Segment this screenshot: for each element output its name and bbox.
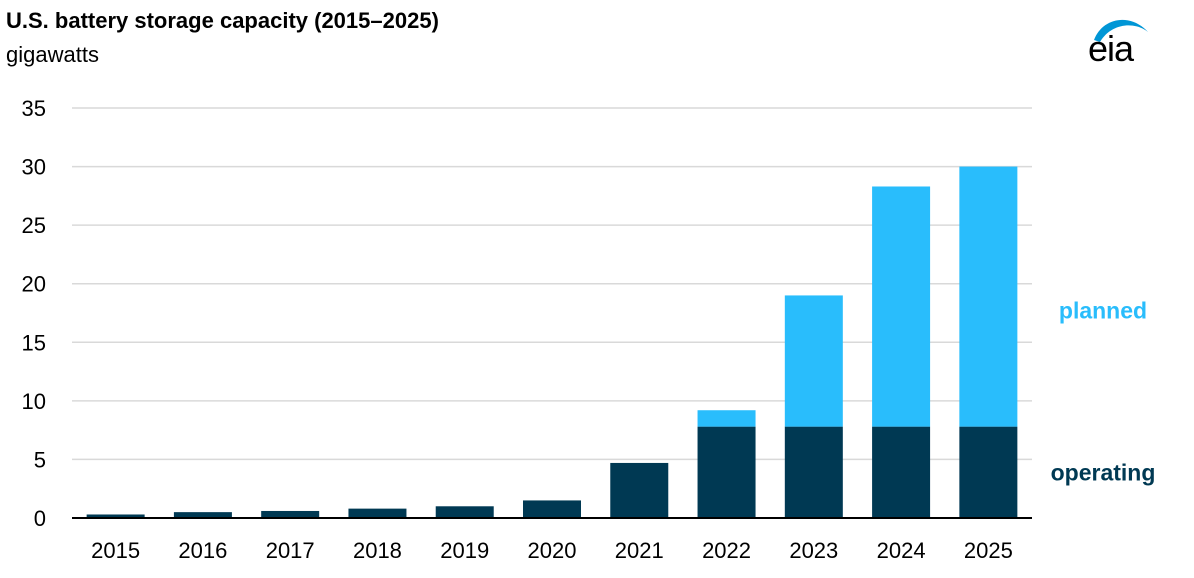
y-tick-label: 15 bbox=[22, 330, 46, 355]
bar-planned-2024 bbox=[872, 186, 931, 427]
bar-operating-2016 bbox=[173, 512, 232, 518]
bar-planned-2023 bbox=[784, 295, 843, 427]
bar-operating-2017 bbox=[261, 510, 320, 518]
x-tick-label: 2015 bbox=[91, 538, 140, 563]
x-tick-label: 2022 bbox=[702, 538, 751, 563]
y-tick-label: 5 bbox=[34, 447, 46, 472]
bar-operating-2020 bbox=[523, 500, 581, 518]
y-tick-label: 0 bbox=[34, 506, 46, 531]
bar-operating-2021 bbox=[610, 462, 669, 518]
eia-logo-swoosh-icon bbox=[1094, 19, 1148, 42]
bar-operating-2023 bbox=[784, 426, 843, 518]
x-tick-label: 2024 bbox=[877, 538, 926, 563]
x-tick-label: 2023 bbox=[789, 538, 838, 563]
chart-subtitle: gigawatts bbox=[6, 42, 99, 67]
x-tick-label: 2018 bbox=[353, 538, 402, 563]
x-tick-label: 2020 bbox=[528, 538, 577, 563]
bars bbox=[86, 166, 1018, 518]
bar-operating-2022 bbox=[697, 426, 756, 518]
legend-planned: planned bbox=[1059, 298, 1147, 324]
y-tick-label: 30 bbox=[22, 155, 46, 180]
y-tick-label: 35 bbox=[22, 96, 46, 121]
x-tick-label: 2016 bbox=[178, 538, 227, 563]
bar-operating-2024 bbox=[872, 426, 931, 518]
legend-operating: operating bbox=[1051, 459, 1156, 485]
legend: planned operating bbox=[1051, 298, 1156, 486]
x-tick-label: 2017 bbox=[266, 538, 315, 563]
x-tick-label: 2019 bbox=[440, 538, 489, 563]
y-tick-label: 25 bbox=[22, 213, 46, 238]
x-tick-label: 2021 bbox=[615, 538, 664, 563]
bar-operating-2018 bbox=[348, 508, 407, 518]
bar-operating-2015 bbox=[86, 514, 145, 518]
gridlines bbox=[72, 107, 1032, 461]
x-tick-label: 2025 bbox=[964, 538, 1013, 563]
chart-title: U.S. battery storage capacity (2015–2025… bbox=[6, 8, 439, 33]
bar-planned-2025 bbox=[959, 166, 1018, 427]
y-tick-label: 20 bbox=[22, 272, 46, 297]
bar-planned-2022 bbox=[697, 410, 756, 427]
y-tick-label: 10 bbox=[22, 389, 46, 414]
bar-operating-2019 bbox=[435, 506, 494, 518]
eia-logo-text: eia bbox=[1088, 28, 1134, 69]
bar-operating-2025 bbox=[959, 426, 1018, 518]
